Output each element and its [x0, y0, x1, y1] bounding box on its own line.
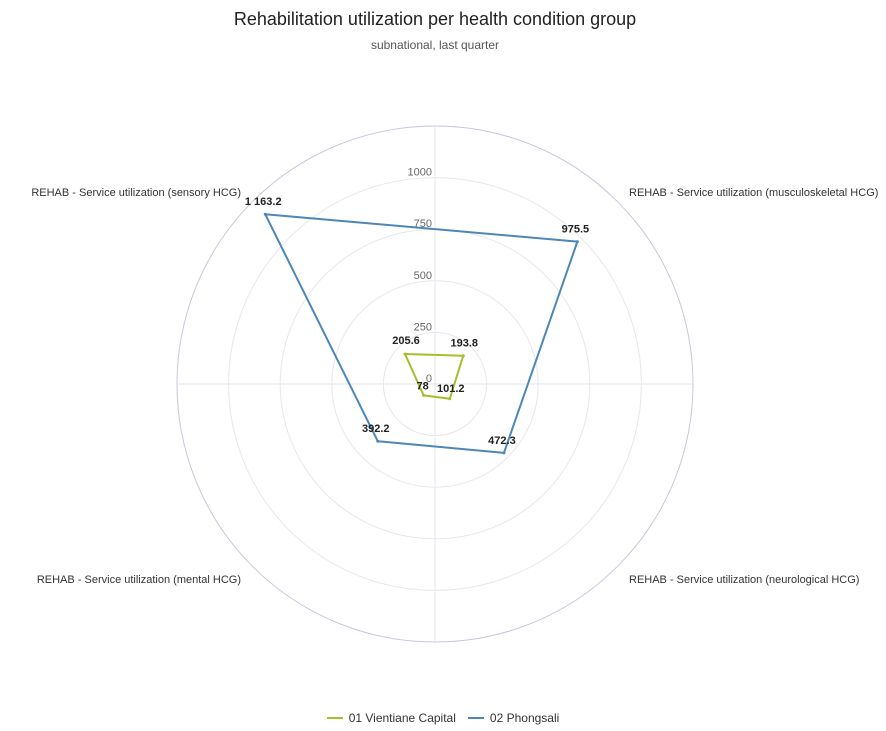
- axis-name-1: REHAB - Service utilization (neurologica…: [629, 574, 859, 586]
- legend-label: 02 Phongsali: [489, 711, 560, 725]
- tick-label-250: 250: [414, 321, 432, 333]
- tick-label-0: 0: [426, 373, 432, 385]
- data-point-0-2[interactable]: [448, 397, 452, 401]
- chart-title: Rehabilitation utilization per health co…: [233, 9, 637, 29]
- data-label-1-0: 1 163.2: [245, 196, 282, 208]
- radar-chart: 0 250 500 750 1000 REHAB - Service utilizatio…: [31, 125, 878, 643]
- legend-item-1[interactable]: 02 Phongsali: [467, 711, 560, 725]
- tick-label-750: 750: [414, 218, 432, 230]
- data-point-0-3[interactable]: [422, 393, 426, 397]
- data-label-1-2: 472.3: [488, 435, 516, 447]
- series-line-1[interactable]: [264, 213, 579, 454]
- radar-grid: [176, 125, 694, 643]
- data-point-1-0[interactable]: [263, 212, 267, 216]
- data-label-0-2: 101.2: [437, 383, 465, 395]
- data-point-0-0[interactable]: [403, 352, 407, 356]
- data-label-0-0: 205.6: [392, 335, 420, 347]
- radar-series: [263, 212, 579, 455]
- legend: 01 Vientiane Capital 02 Phongsali: [0, 708, 886, 725]
- data-point-1-1[interactable]: [575, 240, 579, 244]
- legend-item-0[interactable]: 01 Vientiane Capital: [326, 711, 456, 725]
- data-point-1-3[interactable]: [376, 439, 380, 443]
- data-point-0-1[interactable]: [461, 354, 465, 358]
- axis-name-0: REHAB - Service utilization (musculoskel…: [629, 187, 878, 199]
- chart-subtitle: subnational, last quarter: [370, 38, 500, 52]
- legend-swatch: [467, 717, 484, 719]
- tick-label-500: 500: [414, 270, 432, 282]
- radar-labels: 0 250 500 750 1000 REHAB - Service utilizatio…: [31, 167, 878, 586]
- data-point-1-2[interactable]: [502, 451, 506, 455]
- axis-name-2: REHAB - Service utilization (mental HCG): [37, 574, 241, 586]
- data-label-0-1: 193.8: [451, 338, 479, 350]
- legend-label: 01 Vientiane Capital: [348, 711, 456, 725]
- data-label-0-3: 78: [416, 380, 428, 392]
- legend-swatch: [326, 717, 343, 719]
- data-label-1-3: 392.2: [362, 423, 390, 435]
- data-label-1-1: 975.5: [562, 224, 590, 236]
- axis-name-3: REHAB - Service utilization (sensory HCG…: [31, 187, 241, 199]
- tick-label-1000: 1000: [408, 167, 432, 179]
